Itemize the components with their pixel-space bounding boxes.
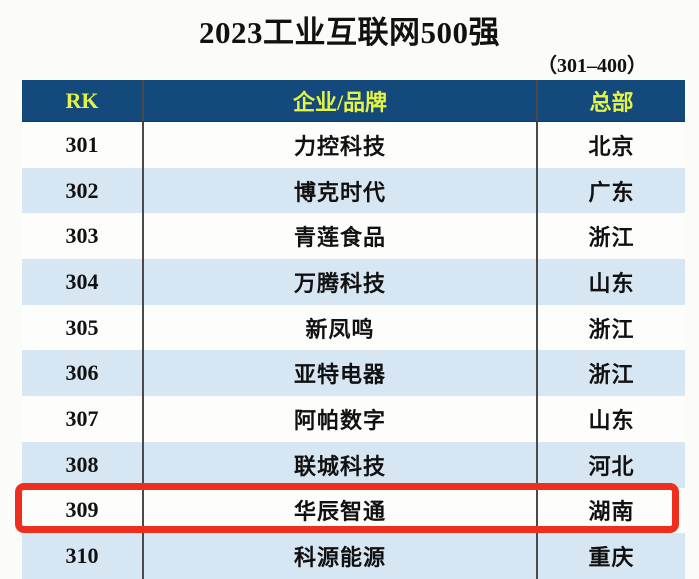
table-row-highlighted: 309 华辰智通 湖南 [22,487,685,534]
hq-cell: 浙江 [536,350,685,397]
rank-cell: 309 [65,497,99,523]
hq-cell: 湖南 [536,487,685,534]
table-header-row: RK 企业/品牌 总部 [22,80,685,122]
range-subtitle: （301–400） [537,55,647,77]
rank-cell: 304 [65,268,99,294]
hq-cell: 山东 [536,396,685,442]
rank-cell: 303 [65,223,99,249]
hq-cell: 重庆 [536,533,685,579]
page-title: 2023工业互联网500强 [199,15,500,50]
ranking-table: RK 企业/品牌 总部 301 力控科技 北京 302 博克时代 广东 303 … [22,80,685,579]
rank-cell: 301 [65,131,99,157]
table-row: 302 博克时代 广东 [22,167,685,214]
company-cell: 亚特电器 [142,350,536,397]
hq-cell: 浙江 [536,213,685,260]
table-row: 303 青莲食品 浙江 [22,213,685,260]
table-row: 310 科源能源 重庆 [22,533,685,579]
hq-cell: 河北 [536,441,685,488]
table-row: 304 万腾科技 山东 [22,259,685,305]
table-row: 301 力控科技 北京 [22,122,685,168]
company-cell: 华辰智通 [142,487,536,534]
company-cell: 新凤鸣 [142,304,536,351]
header-hq: 总部 [536,80,685,121]
rank-cell: 307 [65,405,99,431]
rank-cell: 306 [65,360,99,386]
header-company: 企业/品牌 [142,80,536,121]
hq-cell: 北京 [536,122,685,168]
company-cell: 联城科技 [142,441,536,488]
rank-cell: 302 [65,177,99,203]
hq-cell: 山东 [536,259,685,305]
company-cell: 力控科技 [142,122,536,168]
hq-cell: 广东 [536,167,685,214]
rank-cell: 308 [65,451,99,477]
table-row: 307 阿帕数字 山东 [22,396,685,442]
rank-cell: 310 [65,543,99,569]
hq-cell: 浙江 [536,304,685,351]
company-cell: 万腾科技 [142,259,536,305]
company-cell: 阿帕数字 [142,396,536,442]
company-cell: 科源能源 [142,533,536,579]
table-row: 308 联城科技 河北 [22,441,685,488]
company-cell: 青莲食品 [142,213,536,260]
table-row: 306 亚特电器 浙江 [22,350,685,397]
rank-cell: 305 [65,314,99,340]
table-body: 301 力控科技 北京 302 博克时代 广东 303 青莲食品 浙江 304 … [22,122,685,579]
company-cell: 博克时代 [142,167,536,214]
table-row: 305 新凤鸣 浙江 [22,304,685,351]
header-rk: RK [65,87,99,113]
